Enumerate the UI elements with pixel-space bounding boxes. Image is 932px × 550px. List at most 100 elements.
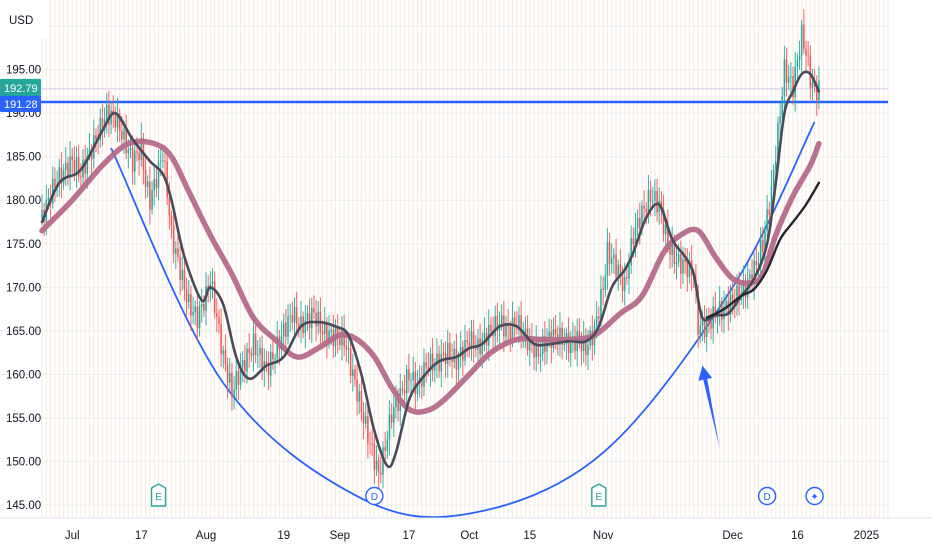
time-tick-label: 15: [523, 530, 536, 542]
candle-body: [265, 361, 268, 366]
candle-body: [127, 149, 130, 153]
candle-body: [183, 269, 186, 289]
candle-body: [252, 333, 255, 356]
event-marker[interactable]: E: [591, 483, 607, 507]
event-marker-label: D: [764, 492, 771, 503]
candle-body: [146, 181, 149, 187]
candle-body: [759, 239, 762, 264]
candle-body: [764, 231, 766, 252]
candle-body: [431, 353, 434, 371]
candlestick-series: [41, 9, 820, 489]
candle-body: [470, 331, 473, 349]
event-marker[interactable]: E: [150, 483, 167, 507]
time-tick-label: Nov: [593, 530, 614, 542]
candle-body: [738, 285, 740, 301]
candle-body: [185, 288, 188, 303]
currency-label: USD: [9, 15, 33, 27]
candle-body: [626, 277, 628, 279]
candle-body: [380, 472, 382, 475]
candle-body: [569, 339, 572, 354]
candle-body: [276, 336, 279, 359]
candle-body: [703, 319, 706, 337]
moving-average-line-dark: [40, 70, 821, 469]
candle-body: [647, 189, 650, 213]
price-tick-label: 160.00: [6, 369, 41, 381]
candle-body: [384, 447, 386, 451]
candle-body: [211, 281, 214, 284]
candle-body: [500, 315, 503, 325]
candle-body: [129, 148, 132, 150]
event-star-marker-icon: [805, 486, 824, 506]
candle-body: [682, 259, 684, 274]
event-marker-label: ✦: [810, 492, 818, 503]
candle-body: [643, 205, 645, 209]
candle-body: [386, 439, 389, 451]
candle-body: [194, 306, 197, 312]
candle-body: [511, 317, 514, 339]
candle-body: [671, 242, 673, 255]
price-axis[interactable]: 145.00 150.00 155.00 160.00 165.00 170.00 175.…: [0, 21, 48, 518]
candle-body: [602, 288, 604, 290]
candle-body: [606, 242, 609, 276]
candle-body: [805, 48, 807, 56]
candle-body: [645, 208, 648, 213]
candle-body: [442, 353, 445, 355]
candle-body: [282, 322, 285, 337]
event-marker[interactable]: D: [365, 486, 384, 506]
candle-body: [585, 335, 587, 356]
candle-body: [798, 56, 801, 61]
candle-body: [190, 294, 192, 316]
candle-body: [792, 75, 794, 98]
candle-body: [803, 24, 805, 49]
candle-body: [116, 113, 119, 128]
candle-body: [144, 169, 147, 187]
time-axis[interactable]: Jul 17 Aug 19 Sep 17 Oct 15 Nov Dec 16 2025: [0, 517, 932, 550]
candle-body: [522, 333, 525, 338]
currency-box: [0, 0, 48, 38]
candle-body: [613, 254, 615, 259]
candle-body: [261, 348, 263, 372]
candle-body: [123, 128, 125, 140]
candle-body: [367, 416, 369, 444]
event-marker[interactable]: D: [757, 486, 777, 506]
candle-body: [349, 348, 352, 376]
event-marker[interactable]: ✦: [805, 486, 824, 506]
candle-body: [753, 260, 755, 285]
candle-body: [213, 281, 216, 314]
candle-body: [559, 327, 561, 345]
candle-body: [539, 354, 542, 357]
candle-body: [131, 148, 134, 172]
candle-body: [235, 371, 238, 390]
candle-body: [600, 288, 602, 319]
candle-body: [157, 162, 160, 188]
candle-body: [228, 372, 231, 383]
candle-body: [705, 319, 708, 337]
candle-body: [762, 239, 764, 252]
candle-body: [198, 306, 201, 329]
candle-body: [233, 389, 235, 397]
candle-body: [736, 285, 738, 306]
candle-body: [226, 364, 229, 383]
candle-body: [742, 280, 745, 294]
candle-body: [118, 113, 121, 132]
dividend-marker-icon: [365, 486, 384, 506]
candle-body: [403, 390, 406, 394]
candle-body: [166, 161, 168, 198]
candle-body: [51, 178, 54, 204]
candle-body: [453, 348, 456, 363]
candle-body: [528, 338, 531, 351]
candle-body: [306, 313, 309, 321]
candle-body: [218, 316, 220, 324]
candle-body: [69, 156, 71, 177]
candle-body: [75, 157, 78, 173]
candle-body: [356, 379, 358, 402]
candle-body: [723, 306, 725, 320]
candle-body: [686, 262, 689, 278]
candle-body: [474, 348, 477, 350]
candle-body: [216, 313, 218, 317]
arrow-shaft: [703, 378, 720, 449]
candle-body: [388, 414, 391, 440]
candle-body: [708, 319, 710, 322]
candle-body: [619, 264, 622, 275]
